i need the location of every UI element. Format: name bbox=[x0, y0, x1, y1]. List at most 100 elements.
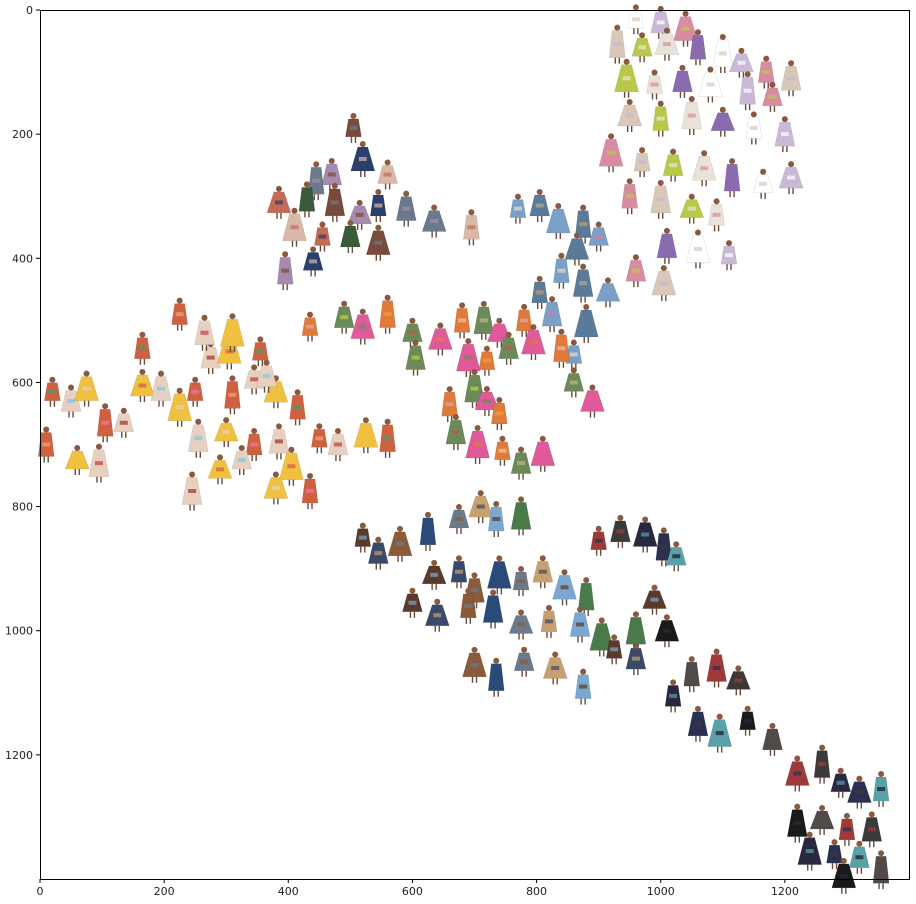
look-point bbox=[441, 386, 458, 423]
look-point bbox=[74, 370, 99, 407]
look-point bbox=[113, 407, 135, 438]
look-point bbox=[324, 182, 346, 222]
look-point bbox=[455, 338, 481, 378]
look-point bbox=[350, 140, 376, 177]
look-point bbox=[720, 240, 738, 271]
look-point bbox=[463, 209, 480, 246]
x-tick-label: 1200 bbox=[771, 885, 799, 898]
look-point bbox=[642, 584, 667, 615]
look-point bbox=[345, 112, 362, 143]
look-point bbox=[664, 679, 682, 713]
look-point bbox=[656, 227, 678, 264]
y-tick-label: 0 bbox=[26, 4, 33, 17]
look-point bbox=[350, 308, 376, 345]
look-point bbox=[662, 148, 684, 182]
look-point bbox=[577, 577, 595, 617]
look-point bbox=[512, 566, 530, 597]
look-point bbox=[632, 516, 658, 553]
look-point bbox=[813, 744, 831, 784]
look-point bbox=[37, 426, 55, 463]
look-point bbox=[564, 232, 590, 266]
look-point bbox=[482, 589, 504, 629]
look-point bbox=[279, 446, 304, 486]
look-point bbox=[367, 536, 389, 570]
look-point bbox=[598, 133, 624, 173]
look-point bbox=[387, 525, 413, 562]
look-point bbox=[428, 322, 453, 356]
look-point bbox=[650, 179, 672, 219]
look-point bbox=[762, 722, 783, 756]
look-point bbox=[780, 60, 802, 97]
look-point bbox=[725, 665, 751, 696]
look-point bbox=[784, 755, 810, 792]
look-point bbox=[683, 656, 701, 693]
look-point bbox=[171, 297, 188, 331]
look-point bbox=[542, 651, 568, 685]
look-point bbox=[487, 500, 505, 537]
look-point bbox=[830, 767, 852, 798]
look-point bbox=[553, 252, 570, 289]
look-point bbox=[487, 657, 505, 697]
look-point bbox=[263, 471, 289, 505]
look-point bbox=[654, 614, 680, 648]
look-point bbox=[282, 207, 307, 247]
look-point bbox=[762, 81, 783, 112]
look-point bbox=[510, 446, 532, 480]
look-point bbox=[266, 185, 292, 219]
look-point bbox=[672, 64, 693, 98]
look-point bbox=[340, 220, 361, 254]
x-tick-label: 800 bbox=[526, 885, 547, 898]
look-point bbox=[625, 254, 647, 288]
look-point bbox=[402, 317, 423, 348]
look-point bbox=[652, 100, 669, 137]
y-tick-label: 400 bbox=[12, 252, 33, 265]
look-point bbox=[333, 300, 355, 334]
look-point bbox=[610, 514, 631, 548]
look-point bbox=[450, 555, 468, 589]
look-point bbox=[468, 490, 494, 524]
look-point bbox=[347, 199, 373, 230]
look-point bbox=[681, 96, 703, 136]
look-point bbox=[553, 328, 570, 368]
look-point bbox=[473, 300, 495, 340]
look-point bbox=[552, 569, 577, 606]
look-point bbox=[510, 496, 532, 536]
look-point bbox=[213, 417, 239, 448]
look-point bbox=[194, 314, 215, 351]
look-point bbox=[573, 303, 599, 343]
y-tick-label: 800 bbox=[12, 501, 33, 514]
look-point bbox=[395, 190, 417, 227]
look-point bbox=[707, 713, 733, 753]
look-point bbox=[723, 158, 741, 198]
look-point bbox=[167, 387, 192, 427]
look-point bbox=[405, 339, 426, 376]
look-point bbox=[685, 229, 711, 269]
look-point bbox=[710, 106, 736, 137]
look-point bbox=[654, 27, 680, 61]
look-point bbox=[448, 503, 470, 534]
look-point bbox=[464, 369, 485, 409]
look-point bbox=[627, 4, 645, 35]
look-point bbox=[580, 384, 605, 418]
look-point bbox=[321, 157, 343, 191]
look-point bbox=[509, 193, 527, 224]
look-point bbox=[130, 369, 155, 403]
look-point bbox=[289, 389, 306, 426]
look-point bbox=[419, 511, 437, 551]
look-point bbox=[187, 418, 209, 458]
look-point bbox=[846, 775, 872, 809]
look-point bbox=[752, 168, 774, 199]
look-point bbox=[774, 116, 796, 153]
look-point bbox=[379, 294, 396, 334]
look-point bbox=[64, 445, 90, 476]
points-layer bbox=[37, 4, 890, 894]
look-point bbox=[353, 417, 379, 454]
look-point bbox=[508, 609, 534, 640]
look-point bbox=[379, 418, 396, 458]
look-point bbox=[545, 203, 571, 240]
look-point bbox=[786, 803, 808, 843]
axes-frame bbox=[40, 10, 910, 880]
look-point bbox=[595, 277, 621, 308]
look-point bbox=[569, 606, 591, 643]
